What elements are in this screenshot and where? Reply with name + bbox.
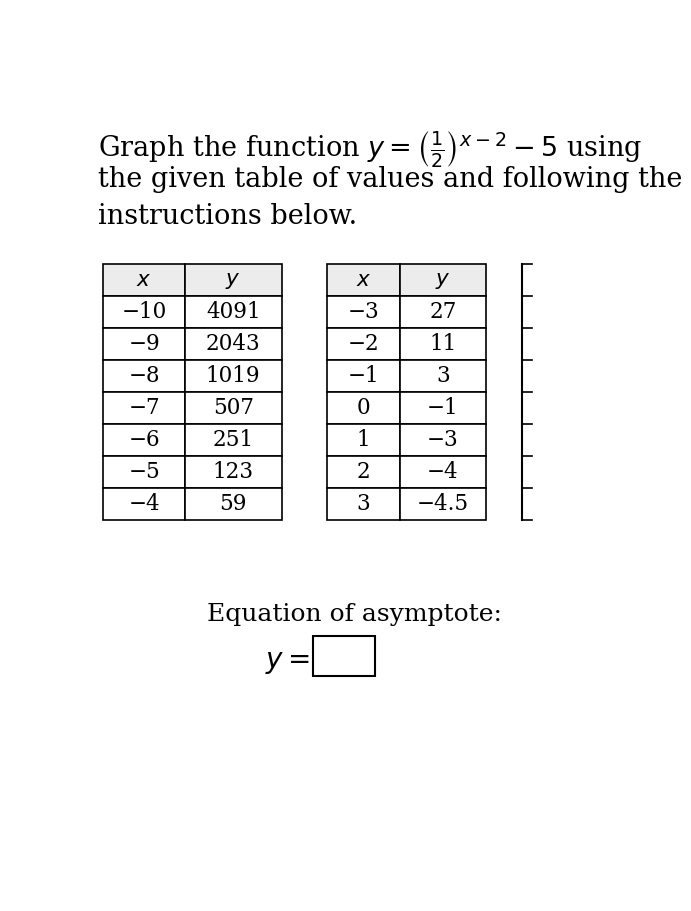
- Text: 2: 2: [357, 461, 370, 483]
- Bar: [104, 328, 184, 360]
- Text: Equation of asymptote:: Equation of asymptote:: [207, 603, 502, 626]
- Text: 11: 11: [429, 333, 457, 355]
- Text: −2: −2: [348, 333, 379, 355]
- Text: $y =$: $y =$: [265, 650, 310, 676]
- Text: −8: −8: [129, 365, 160, 387]
- Text: −1: −1: [348, 365, 379, 387]
- Bar: [104, 264, 184, 296]
- Text: −6: −6: [129, 429, 160, 451]
- Bar: [184, 487, 282, 520]
- Bar: [400, 360, 486, 392]
- Text: 3: 3: [436, 365, 450, 387]
- Text: $y$: $y$: [435, 269, 451, 292]
- Text: $x$: $x$: [356, 269, 371, 292]
- Text: 27: 27: [429, 301, 457, 323]
- Bar: [400, 456, 486, 487]
- Text: 2043: 2043: [206, 333, 261, 355]
- Text: 1: 1: [357, 429, 370, 451]
- Text: $y$: $y$: [225, 269, 241, 292]
- Text: 59: 59: [220, 493, 247, 515]
- Text: −1: −1: [427, 397, 459, 419]
- Bar: [327, 487, 400, 520]
- Bar: [184, 360, 282, 392]
- Bar: [400, 392, 486, 424]
- Bar: [327, 456, 400, 487]
- Text: the given table of values and following the: the given table of values and following …: [98, 167, 683, 193]
- Bar: [104, 392, 184, 424]
- Text: −4: −4: [427, 461, 459, 483]
- Text: −7: −7: [129, 397, 160, 419]
- Bar: [184, 328, 282, 360]
- Text: $x$: $x$: [136, 269, 152, 292]
- Bar: [184, 392, 282, 424]
- Text: instructions below.: instructions below.: [98, 203, 357, 230]
- Text: 1019: 1019: [206, 365, 261, 387]
- Bar: [400, 296, 486, 328]
- Bar: [327, 360, 400, 392]
- Text: 0: 0: [357, 397, 370, 419]
- Text: 3: 3: [357, 493, 370, 515]
- Bar: [184, 296, 282, 328]
- Bar: [104, 456, 184, 487]
- Text: 251: 251: [213, 429, 254, 451]
- Text: −4.5: −4.5: [417, 493, 469, 515]
- Bar: [400, 264, 486, 296]
- Text: −3: −3: [427, 429, 459, 451]
- Bar: [327, 392, 400, 424]
- Bar: [327, 424, 400, 456]
- Bar: [104, 296, 184, 328]
- Bar: [104, 424, 184, 456]
- Bar: [327, 296, 400, 328]
- Text: −3: −3: [348, 301, 379, 323]
- Text: 507: 507: [213, 397, 254, 419]
- Text: −10: −10: [122, 301, 167, 323]
- Bar: [184, 424, 282, 456]
- Bar: [184, 264, 282, 296]
- Text: Graph the function $y = \left(\frac{1}{2}\right)^{x-2} - 5$ using: Graph the function $y = \left(\frac{1}{2…: [98, 129, 643, 169]
- Bar: [327, 328, 400, 360]
- Bar: [400, 487, 486, 520]
- Bar: [184, 456, 282, 487]
- Bar: [104, 487, 184, 520]
- Bar: [400, 424, 486, 456]
- Bar: [400, 328, 486, 360]
- Bar: [312, 636, 375, 676]
- Text: −9: −9: [129, 333, 160, 355]
- Text: 123: 123: [213, 461, 254, 483]
- Bar: [327, 264, 400, 296]
- Text: −4: −4: [129, 493, 160, 515]
- Text: −5: −5: [129, 461, 160, 483]
- Text: 4091: 4091: [206, 301, 261, 323]
- Bar: [104, 360, 184, 392]
